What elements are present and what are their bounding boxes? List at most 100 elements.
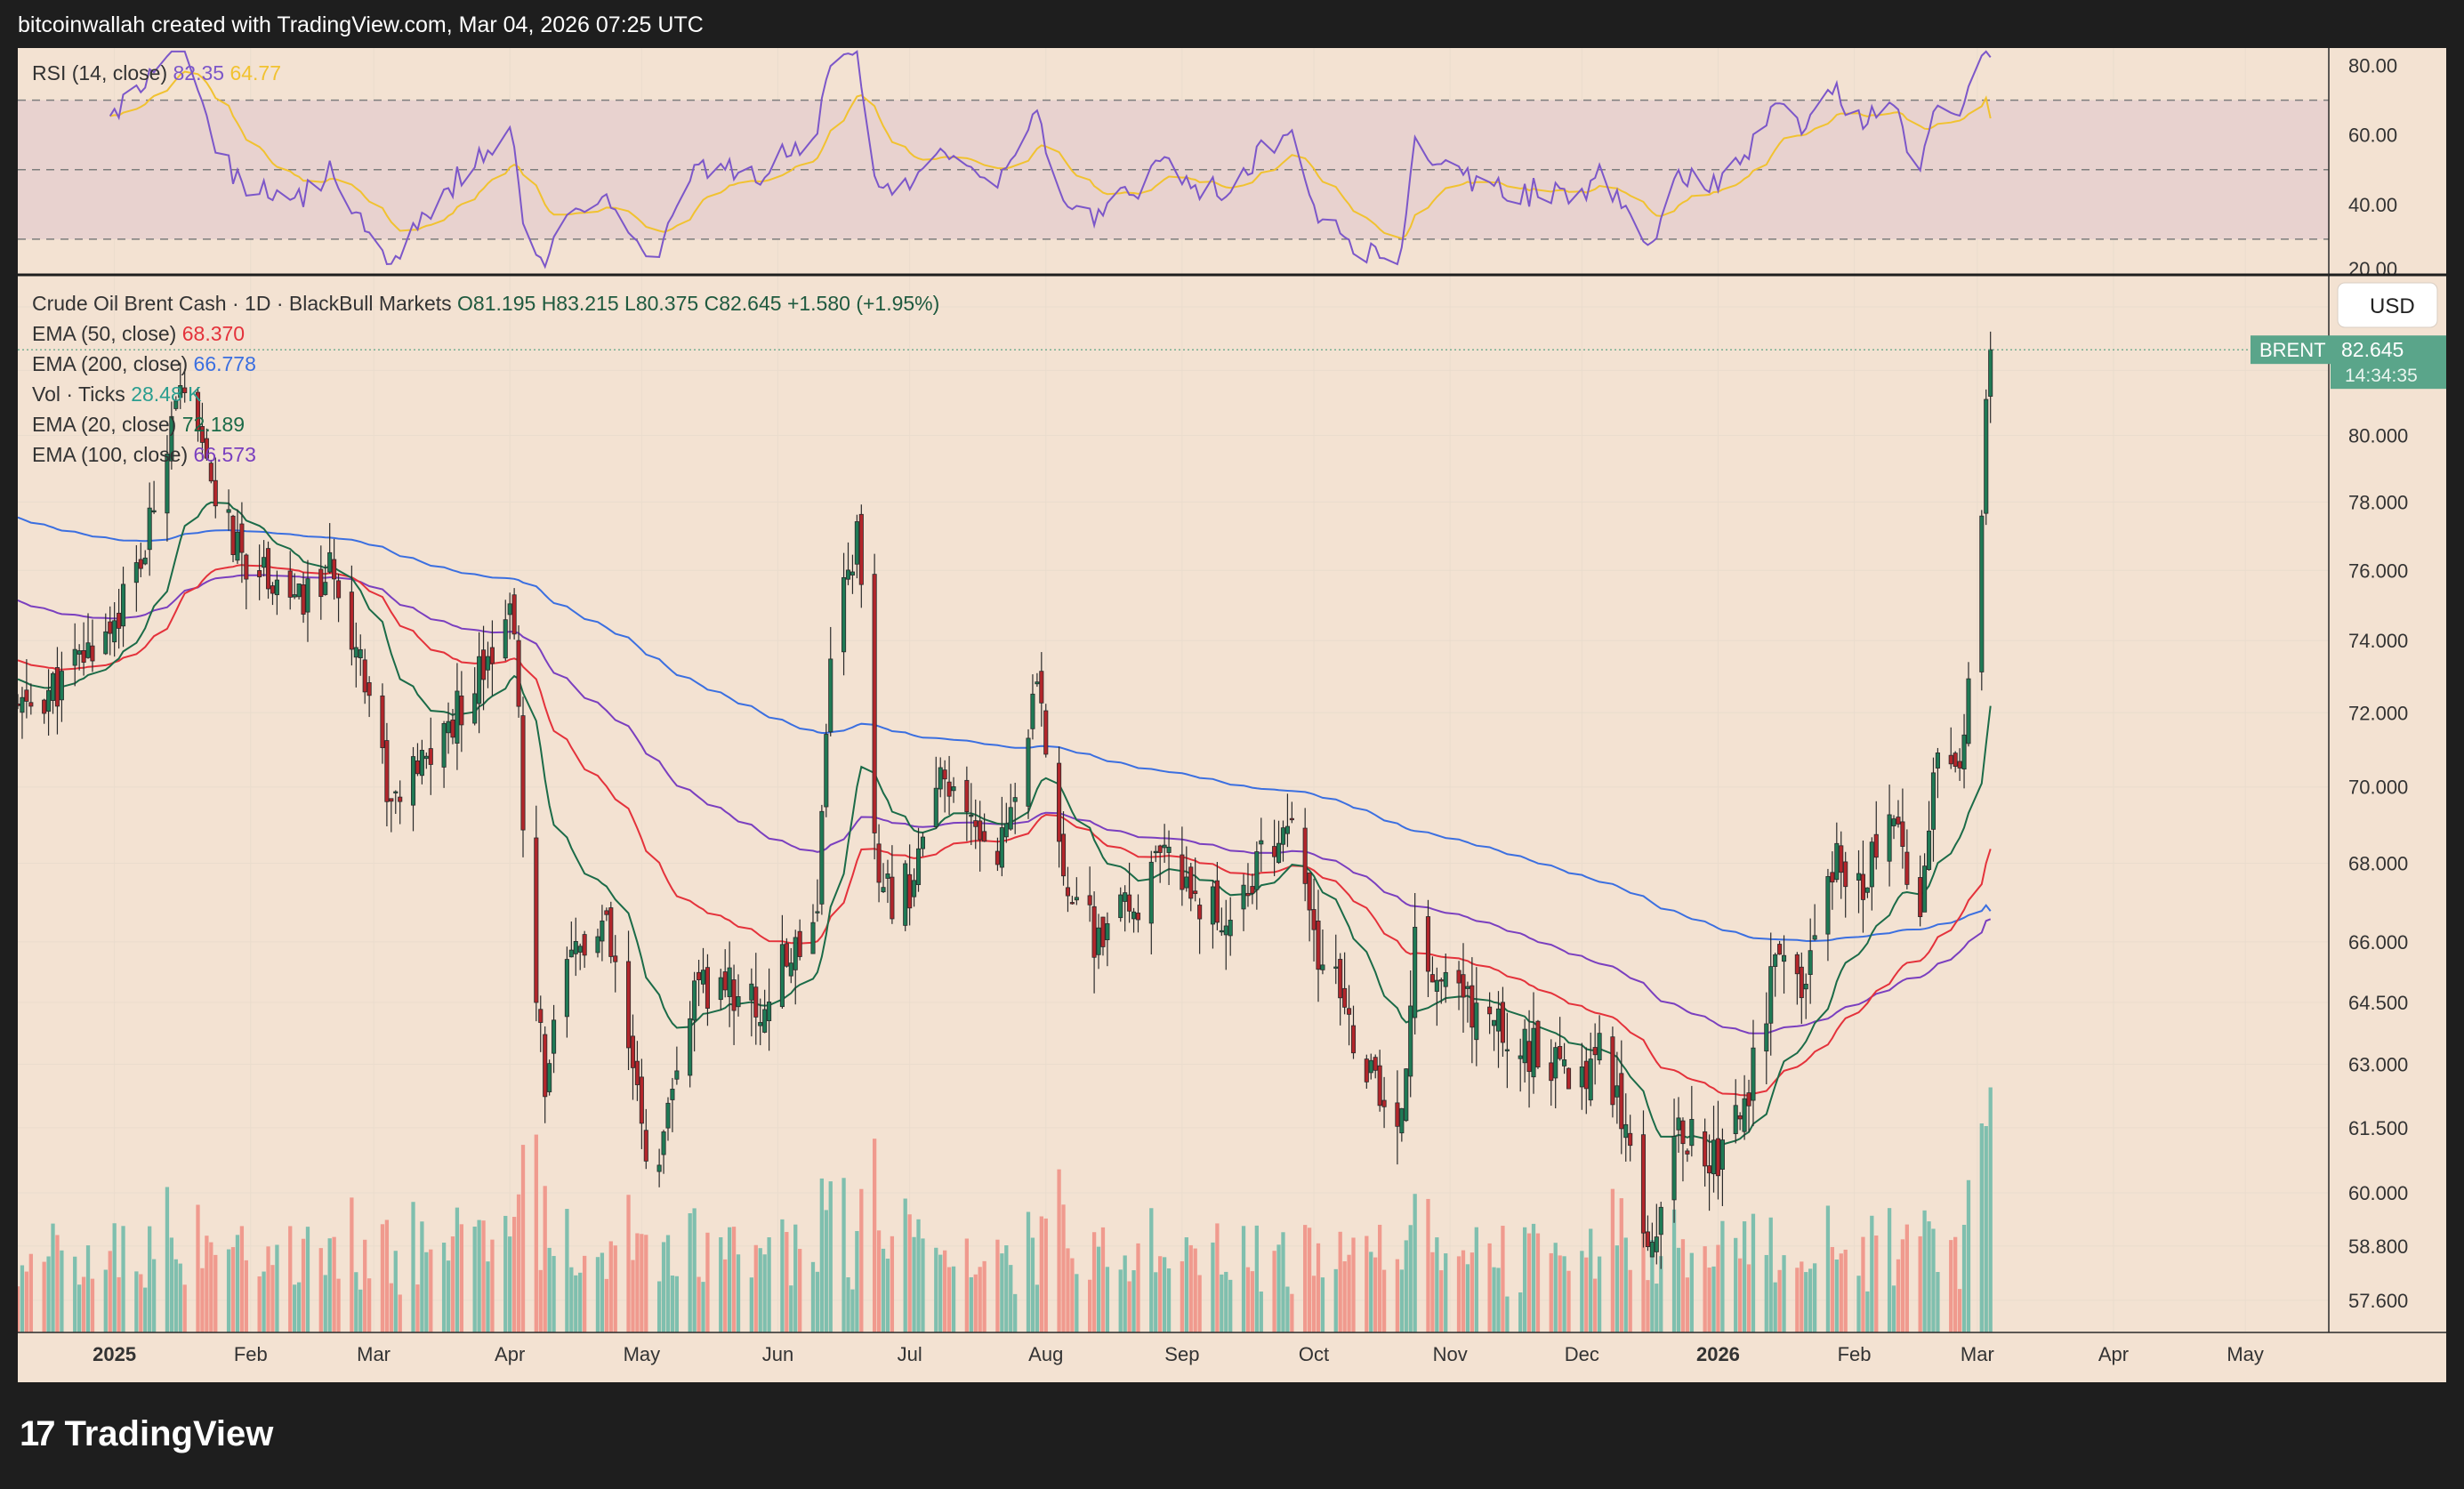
volume-bar <box>1088 1279 1092 1332</box>
countdown-value: 14:34:35 <box>2345 366 2418 386</box>
candle-body <box>577 946 583 953</box>
candle-body <box>20 696 25 713</box>
candle-body <box>1799 966 1804 999</box>
volume-bar <box>239 1226 245 1332</box>
volume-bar <box>1316 1243 1321 1332</box>
volume-bar <box>1070 1258 1075 1332</box>
candle-body <box>173 400 179 409</box>
candle-body <box>1342 987 1348 1008</box>
volume-bar <box>762 1254 767 1332</box>
candle-body <box>138 559 143 569</box>
price-tick-label: 58.800 <box>2348 1235 2408 1258</box>
volume-bar <box>318 1248 323 1332</box>
volume-bar <box>481 1220 486 1332</box>
volume-bar <box>520 1145 526 1332</box>
candle-body <box>1830 872 1835 883</box>
grid-lines <box>18 48 2329 1332</box>
candle-body <box>951 786 956 792</box>
candle-body <box>1864 887 1870 893</box>
volume-bar <box>1444 1253 1448 1332</box>
candle-body <box>1123 892 1128 902</box>
candle-body <box>90 645 95 662</box>
candle-body <box>779 944 785 1008</box>
volume-bar <box>205 1235 209 1332</box>
candle-body <box>1948 754 1953 765</box>
chart-svg[interactable]: RSI (14, close) 82.35 64.77 Crude Oil Bre… <box>18 48 2446 1382</box>
volume-bar <box>1593 1278 1598 1332</box>
volume-bar <box>1118 1269 1123 1332</box>
volume-bar <box>336 1278 341 1332</box>
volume-bar <box>1597 1256 1602 1332</box>
candle-body <box>147 507 152 551</box>
volume-bar <box>1676 1247 1681 1332</box>
candle-body <box>1118 894 1123 919</box>
volume-bar <box>785 1232 789 1332</box>
candle-body <box>722 971 728 991</box>
volume-bar <box>117 1276 121 1332</box>
volume-bar <box>1830 1246 1835 1332</box>
volume-bar <box>674 1276 680 1332</box>
candle-body <box>1777 944 1783 955</box>
volume-bar <box>1365 1235 1369 1332</box>
candle-body <box>534 837 539 1003</box>
time-tick-label: Dec <box>1565 1343 1599 1365</box>
volume-bar <box>1224 1271 1228 1332</box>
volume-bar <box>1158 1256 1163 1332</box>
candle-body <box>705 967 710 1009</box>
candle-body <box>178 385 183 398</box>
volume-bar <box>1764 1254 1768 1332</box>
volume-bar <box>736 1254 741 1332</box>
volume-bar <box>1435 1237 1439 1332</box>
candle-body <box>1461 974 1466 998</box>
volume-bar <box>543 1186 547 1332</box>
volume-bar <box>1162 1257 1167 1332</box>
volume-bar <box>1211 1242 1215 1332</box>
candle-body <box>907 873 913 909</box>
volume-bar <box>701 1282 705 1332</box>
chart-frame[interactable]: RSI (14, close) 82.35 64.77 Crude Oil Bre… <box>18 48 2446 1382</box>
volume-bar <box>1320 1277 1325 1332</box>
candle-body <box>1860 873 1865 900</box>
candle-body <box>700 970 706 985</box>
tradingview-wordmark: TradingView <box>64 1414 274 1453</box>
volume-bar <box>1009 1265 1013 1332</box>
volume-bar <box>244 1260 248 1332</box>
volume-bar <box>301 1238 306 1332</box>
volume-bar <box>1338 1231 1342 1332</box>
volume-bar <box>578 1272 583 1332</box>
volume-bar <box>1795 1268 1800 1332</box>
volume-bar <box>446 1260 451 1332</box>
candle-body <box>1628 1132 1633 1147</box>
volume-bar <box>758 1248 762 1332</box>
indicator-value: 68.370 <box>182 322 245 345</box>
volume-bar <box>169 1237 174 1332</box>
tradingview-logo[interactable]: 17 TradingView <box>20 1414 273 1454</box>
candle-body <box>1676 1117 1681 1131</box>
volume-bar <box>420 1221 424 1332</box>
candle-body <box>1592 1047 1598 1056</box>
candle-body <box>195 391 201 431</box>
price-tick-label: 61.500 <box>2348 1117 2408 1139</box>
candle-body <box>1069 902 1075 905</box>
volume-bar <box>1870 1215 1874 1332</box>
volume-bar <box>384 1219 390 1332</box>
time-tick-label: May <box>2226 1343 2264 1365</box>
volume-bar <box>881 1248 886 1332</box>
volume-bar <box>20 1265 25 1332</box>
candle-body <box>1039 671 1044 704</box>
candle-body <box>1254 851 1260 890</box>
time-tick-label: Sep <box>1164 1343 1199 1365</box>
candle-body <box>120 584 126 627</box>
candle-body <box>938 767 943 790</box>
volume-bar <box>1250 1271 1255 1332</box>
volume-bar <box>1123 1255 1127 1332</box>
volume-bar <box>595 1257 600 1332</box>
candle-body <box>239 523 245 553</box>
volume-bar <box>503 1215 508 1332</box>
volume-bar <box>1641 1197 1646 1332</box>
volume-bar <box>1614 1245 1619 1332</box>
candle-body <box>1127 894 1132 912</box>
candle-body <box>969 814 974 817</box>
candle-body <box>850 571 855 575</box>
volume-bar <box>1061 1204 1066 1332</box>
